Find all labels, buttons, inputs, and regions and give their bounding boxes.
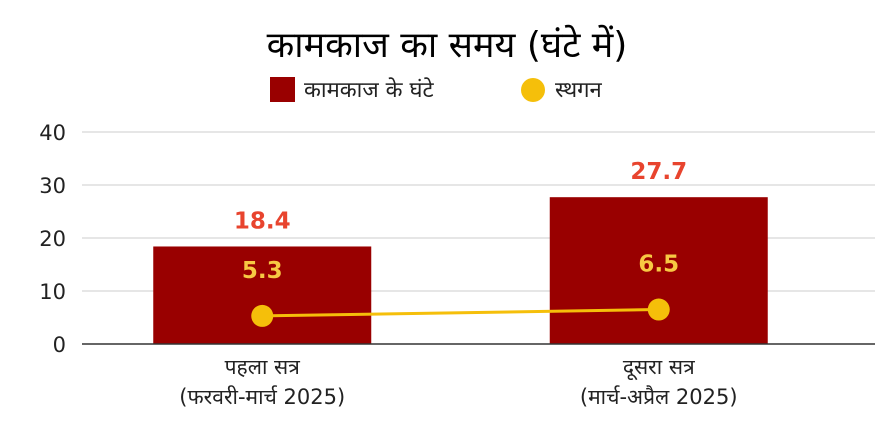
y-tick-label: 0: [53, 333, 66, 357]
data-labels: 18.4 27.7 5.3 6.5: [234, 159, 687, 284]
bar: [153, 246, 372, 344]
legend-label-line: स्थगन: [555, 78, 603, 103]
line-point: [251, 304, 274, 327]
y-tick-label: 10: [39, 280, 66, 304]
legend-label-bar: कामकाज के घंटे: [304, 77, 435, 103]
bar-value-label: 18.4: [234, 208, 291, 234]
legend: कामकाज के घंटे स्थगन: [270, 77, 603, 103]
line-value-label: 6.5: [638, 252, 679, 278]
bar-value-label: 27.7: [630, 159, 687, 185]
y-axis-ticks: 0 10 20 30 40: [39, 121, 66, 357]
line-point: [647, 298, 670, 321]
y-tick-label: 30: [39, 174, 66, 198]
category-labels: पहला सत्र (फरवरी-मार्च 2025) दूसरा सत्र (मा…: [179, 355, 737, 409]
y-tick-label: 20: [39, 227, 66, 251]
line-value-label: 5.3: [242, 258, 283, 284]
x-category-label: पहला सत्र: [225, 355, 301, 379]
x-category-label: दूसरा सत्र: [623, 355, 695, 381]
legend-swatch-line: [521, 78, 545, 102]
x-category-label: (मार्च-अप्रैल 2025): [580, 385, 738, 409]
adjournment-line: [251, 298, 670, 327]
legend-swatch-bar: [270, 77, 295, 102]
x-category-label: (फरवरी-मार्च 2025): [179, 385, 345, 409]
chart-title: कामकाज का समय (घंटे में): [267, 24, 628, 66]
line-series-path: [262, 308, 659, 318]
y-tick-label: 40: [39, 121, 66, 145]
